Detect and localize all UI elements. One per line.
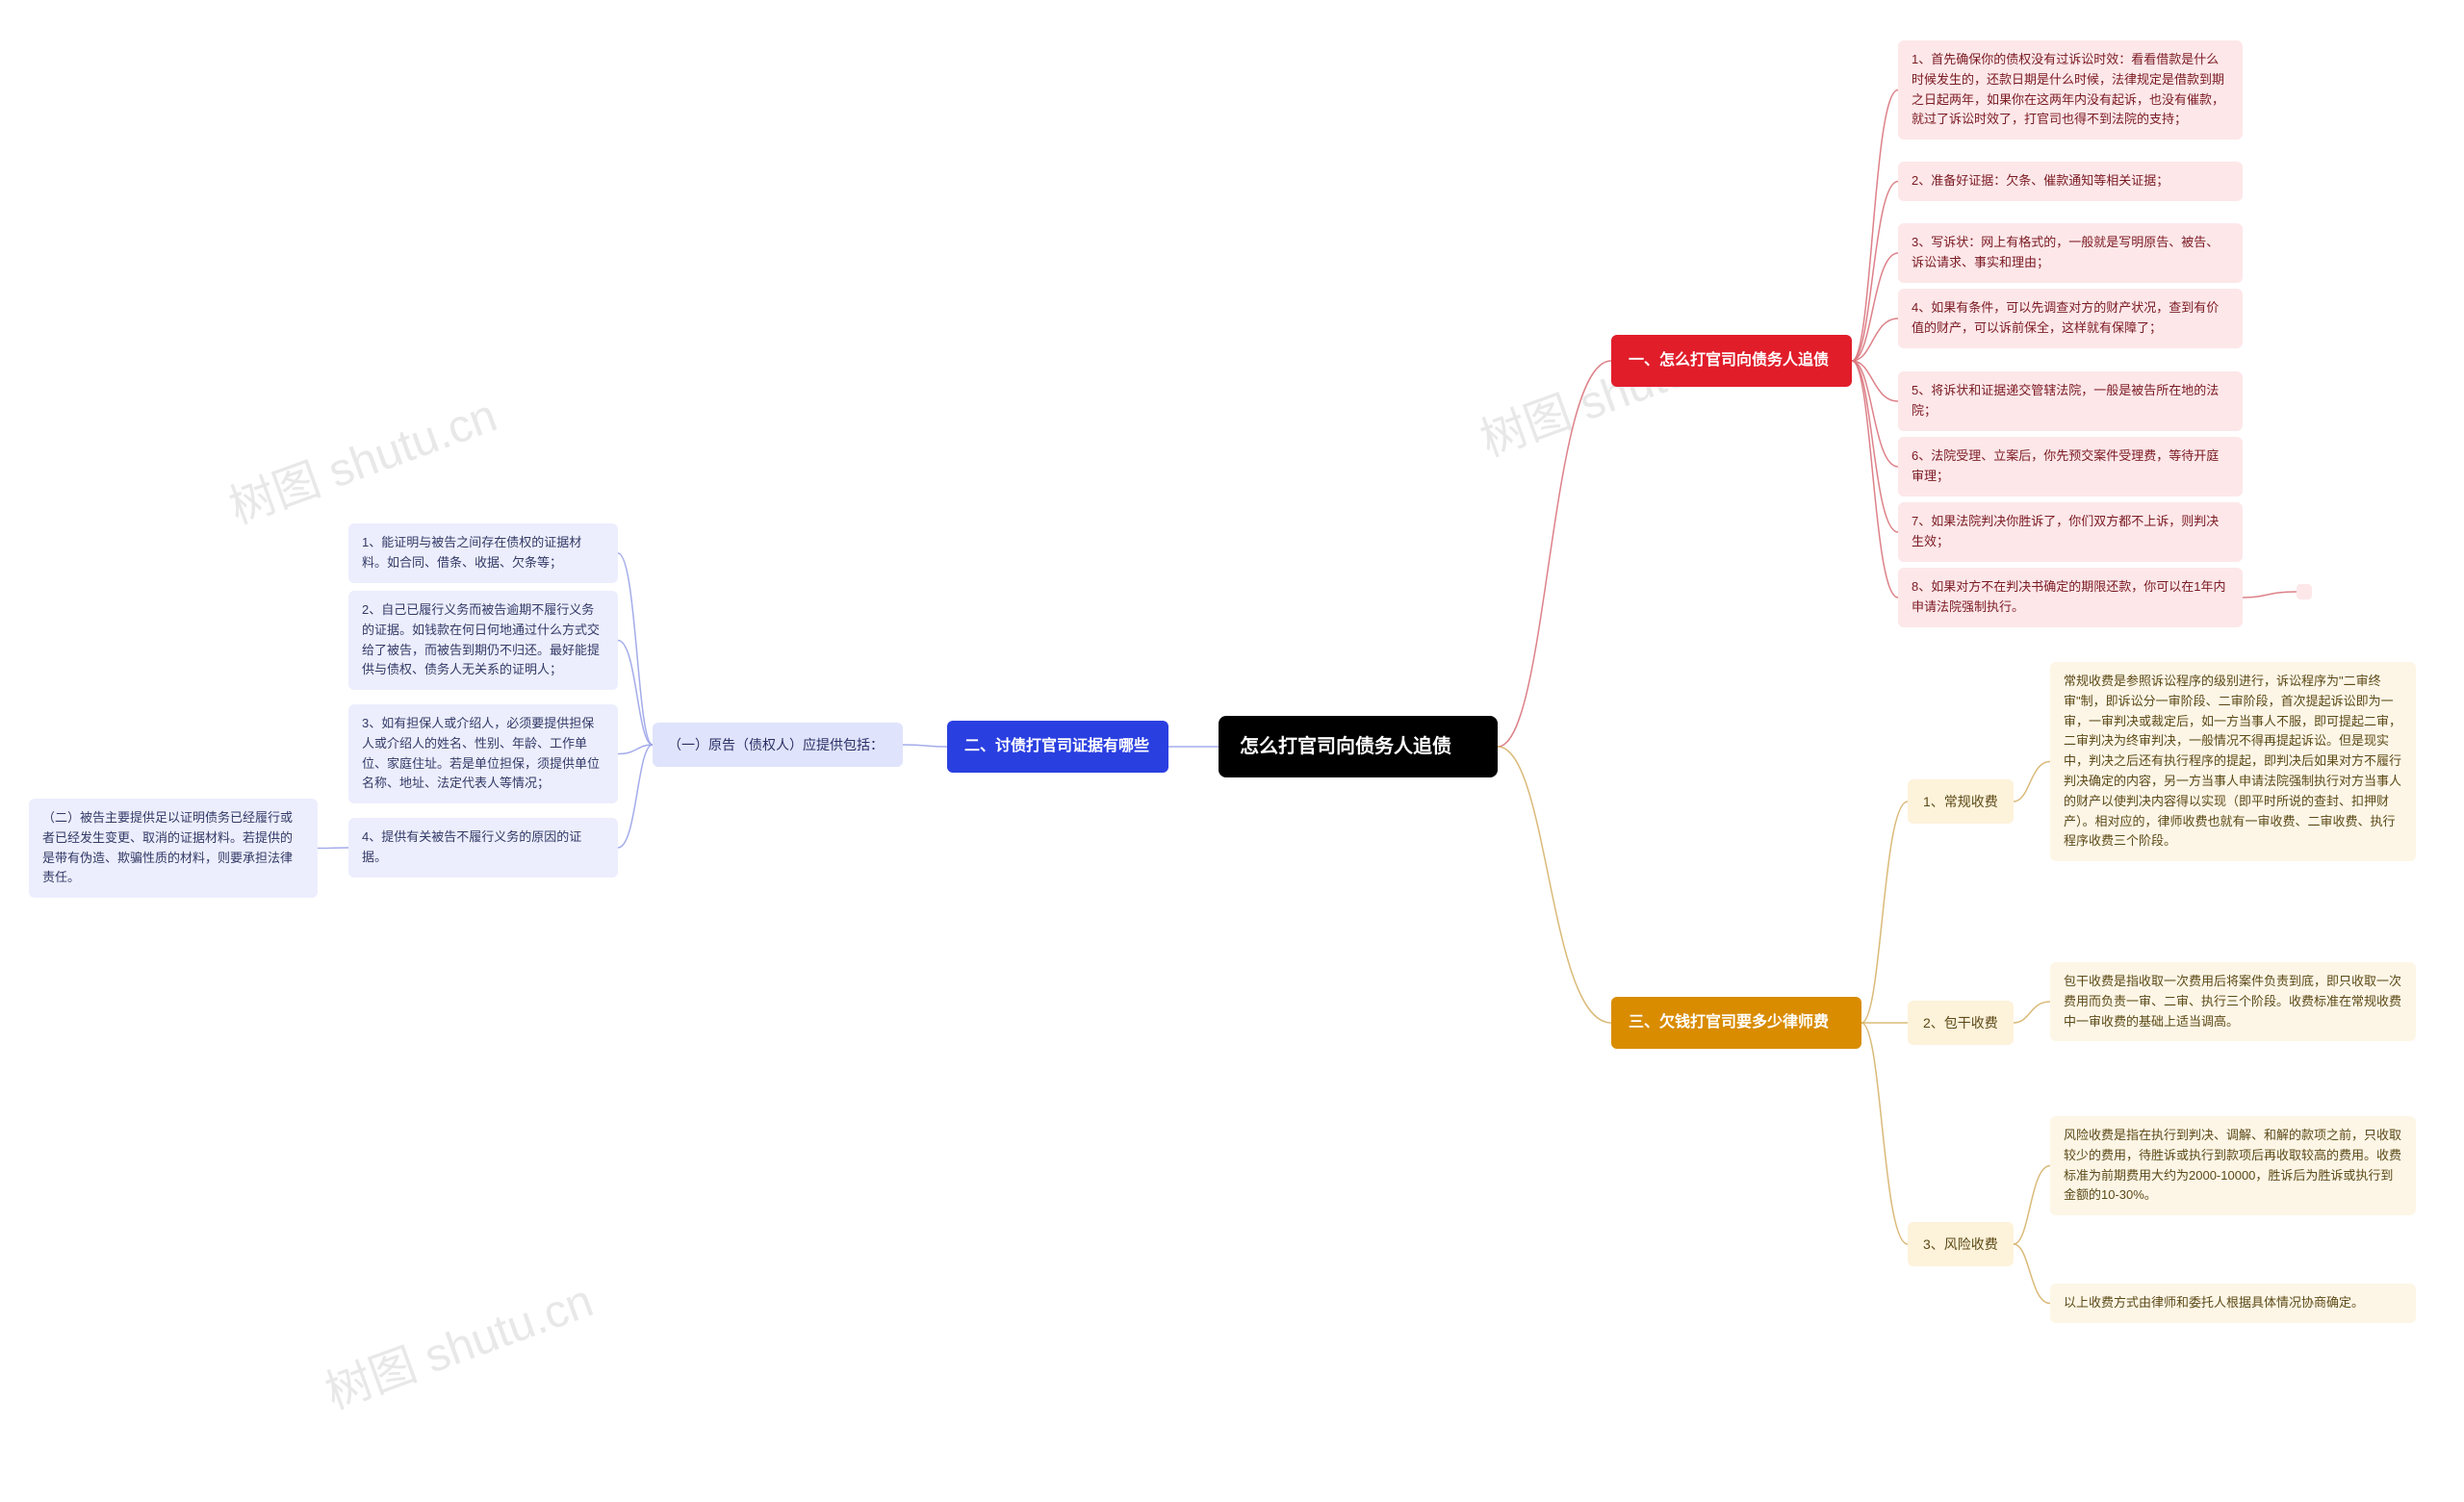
mindmap-node-s1l5[interactable]: 5、将诉状和证据递交管辖法院，一般是被告所在地的法院； (1898, 371, 2243, 431)
node-label: （二）被告主要提供足以证明债务已经履行或者已经发生变更、取消的证据材料。若提供的… (42, 810, 293, 884)
mindmap-node-s3b[interactable]: 2、包干收费 (1908, 1001, 2014, 1045)
node-label: 怎么打官司向债务人追债 (1240, 736, 1451, 757)
node-label: 三、欠钱打官司要多少律师费 (1629, 1014, 1829, 1031)
node-label: 1、首先确保你的债权没有过诉讼时效：看看借款是什么时候发生的，还款日期是什么时候… (1912, 52, 2224, 126)
edge (1852, 253, 1898, 361)
mindmap-node-s3b1[interactable]: 包干收费是指收取一次费用后将案件负责到底，即只收取一次费用而负责一审、二审、执行… (2050, 962, 2416, 1041)
edge (618, 745, 653, 754)
mindmap-node-s3c2[interactable]: 以上收费方式由律师和委托人根据具体情况协商确定。 (2050, 1284, 2416, 1323)
node-label: 以上收费方式由律师和委托人根据具体情况协商确定。 (2064, 1295, 2364, 1310)
edge (1861, 802, 1908, 1023)
node-label: 3、如有担保人或介绍人，必须要提供担保人或介绍人的姓名、性别、年龄、工作单位、家… (362, 716, 600, 790)
node-label: 2、准备好证据：欠条、催款通知等相关证据； (1912, 173, 2169, 188)
mindmap-node-s1l7[interactable]: 7、如果法院判决你胜诉了，你们双方都不上诉，则判决生效； (1898, 502, 2243, 562)
mindmap-node-s2[interactable]: 二、讨债打官司证据有哪些 (947, 721, 1168, 773)
mindmap-node-s2a1[interactable]: 1、能证明与被告之间存在债权的证据材料。如合同、借条、收据、欠条等； (348, 523, 618, 583)
node-label: （一）原告（债权人）应提供包括： (668, 737, 884, 752)
mindmap-node-s2a3[interactable]: 3、如有担保人或介绍人，必须要提供担保人或介绍人的姓名、性别、年龄、工作单位、家… (348, 704, 618, 803)
mindmap-node-s3a1[interactable]: 常规收费是参照诉讼程序的级别进行，诉讼程序为"二审终审"制，即诉讼分一审阶段、二… (2050, 662, 2416, 861)
mindmap-node-s1l2[interactable]: 2、准备好证据：欠条、催款通知等相关证据； (1898, 162, 2243, 201)
mindmap-node-s2a2[interactable]: 2、自己已履行义务而被告逾期不履行义务的证据。如钱款在何日何地通过什么方式交给了… (348, 591, 618, 690)
node-label: 6、法院受理、立案后，你先预交案件受理费，等待开庭审理； (1912, 448, 2219, 483)
node-label: 4、如果有条件，可以先调查对方的财产状况，查到有价值的财产，可以诉前保全，这样就… (1912, 300, 2219, 335)
node-label: 3、风险收费 (1923, 1236, 1998, 1252)
mindmap-node-center[interactable]: 怎么打官司向债务人追债 (1219, 716, 1498, 777)
edge (1498, 747, 1611, 1023)
mindmap-node-s1tiny[interactable] (2297, 584, 2312, 599)
mindmap-node-s2a4[interactable]: 4、提供有关被告不履行义务的原因的证据。 (348, 818, 618, 878)
edge (1852, 182, 1898, 362)
edge (1852, 361, 1898, 401)
mindmap-node-s1l8[interactable]: 8、如果对方不在判决书确定的期限还款，你可以在1年内申请法院强制执行。 (1898, 568, 2243, 627)
mindmap-node-s3c[interactable]: 3、风险收费 (1908, 1222, 2014, 1266)
edge (1852, 318, 1898, 361)
node-label: 2、包干收费 (1923, 1015, 1998, 1031)
edge (2014, 1166, 2050, 1245)
node-label: 8、如果对方不在判决书确定的期限还款，你可以在1年内申请法院强制执行。 (1912, 579, 2225, 614)
edge (2014, 1002, 2050, 1023)
edge (618, 641, 653, 746)
edge (318, 848, 348, 849)
mindmap-node-s1l4[interactable]: 4、如果有条件，可以先调查对方的财产状况，查到有价值的财产，可以诉前保全，这样就… (1898, 289, 2243, 348)
mindmap-node-s2b[interactable]: （二）被告主要提供足以证明债务已经履行或者已经发生变更、取消的证据材料。若提供的… (29, 799, 318, 898)
node-label: 二、讨债打官司证据有哪些 (964, 738, 1149, 754)
mindmap-node-s1[interactable]: 一、怎么打官司向债务人追债 (1611, 335, 1852, 387)
edge (2014, 762, 2050, 802)
mindmap-node-s2a[interactable]: （一）原告（债权人）应提供包括： (653, 723, 903, 767)
edge (903, 745, 947, 747)
mindmap-node-s3[interactable]: 三、欠钱打官司要多少律师费 (1611, 997, 1861, 1049)
node-label: 7、如果法院判决你胜诉了，你们双方都不上诉，则判决生效； (1912, 514, 2219, 548)
mindmap-node-s3a[interactable]: 1、常规收费 (1908, 779, 2014, 824)
node-label: 1、常规收费 (1923, 794, 1998, 809)
node-label: 风险收费是指在执行到判决、调解、和解的款项之前，只收取较少的费用，待胜诉或执行到… (2064, 1128, 2401, 1202)
edge (2014, 1244, 2050, 1304)
node-label: 4、提供有关被告不履行义务的原因的证据。 (362, 829, 581, 864)
mindmap-node-s1l3[interactable]: 3、写诉状：网上有格式的，一般就是写明原告、被告、诉讼请求、事实和理由； (1898, 223, 2243, 283)
edge (1852, 361, 1898, 532)
node-label: 包干收费是指收取一次费用后将案件负责到底，即只收取一次费用而负责一审、二审、执行… (2064, 974, 2401, 1029)
node-label: 5、将诉状和证据递交管辖法院，一般是被告所在地的法院； (1912, 383, 2219, 418)
edge (1852, 90, 1898, 362)
watermark: 树图 shutu.cn (315, 1262, 601, 1421)
node-label: 2、自己已履行义务而被告逾期不履行义务的证据。如钱款在何日何地通过什么方式交给了… (362, 602, 600, 676)
node-label: 常规收费是参照诉讼程序的级别进行，诉讼程序为"二审终审"制，即诉讼分一审阶段、二… (2064, 674, 2401, 848)
watermark: 树图 shutu.cn (218, 377, 504, 536)
edge (1498, 361, 1611, 747)
edge (618, 745, 653, 848)
node-label: 3、写诉状：网上有格式的，一般就是写明原告、被告、诉讼请求、事实和理由； (1912, 235, 2219, 269)
edge (1852, 361, 1898, 467)
node-label: 一、怎么打官司向债务人追债 (1629, 352, 1829, 369)
edge (618, 553, 653, 745)
mindmap-node-s3c1[interactable]: 风险收费是指在执行到判决、调解、和解的款项之前，只收取较少的费用，待胜诉或执行到… (2050, 1116, 2416, 1215)
mindmap-node-s1l1[interactable]: 1、首先确保你的债权没有过诉讼时效：看看借款是什么时候发生的，还款日期是什么时候… (1898, 40, 2243, 140)
node-label: 1、能证明与被告之间存在债权的证据材料。如合同、借条、收据、欠条等； (362, 535, 581, 570)
edge (2243, 592, 2297, 598)
edge (1852, 361, 1898, 598)
edge (1861, 1023, 1908, 1244)
mindmap-node-s1l6[interactable]: 6、法院受理、立案后，你先预交案件受理费，等待开庭审理； (1898, 437, 2243, 496)
